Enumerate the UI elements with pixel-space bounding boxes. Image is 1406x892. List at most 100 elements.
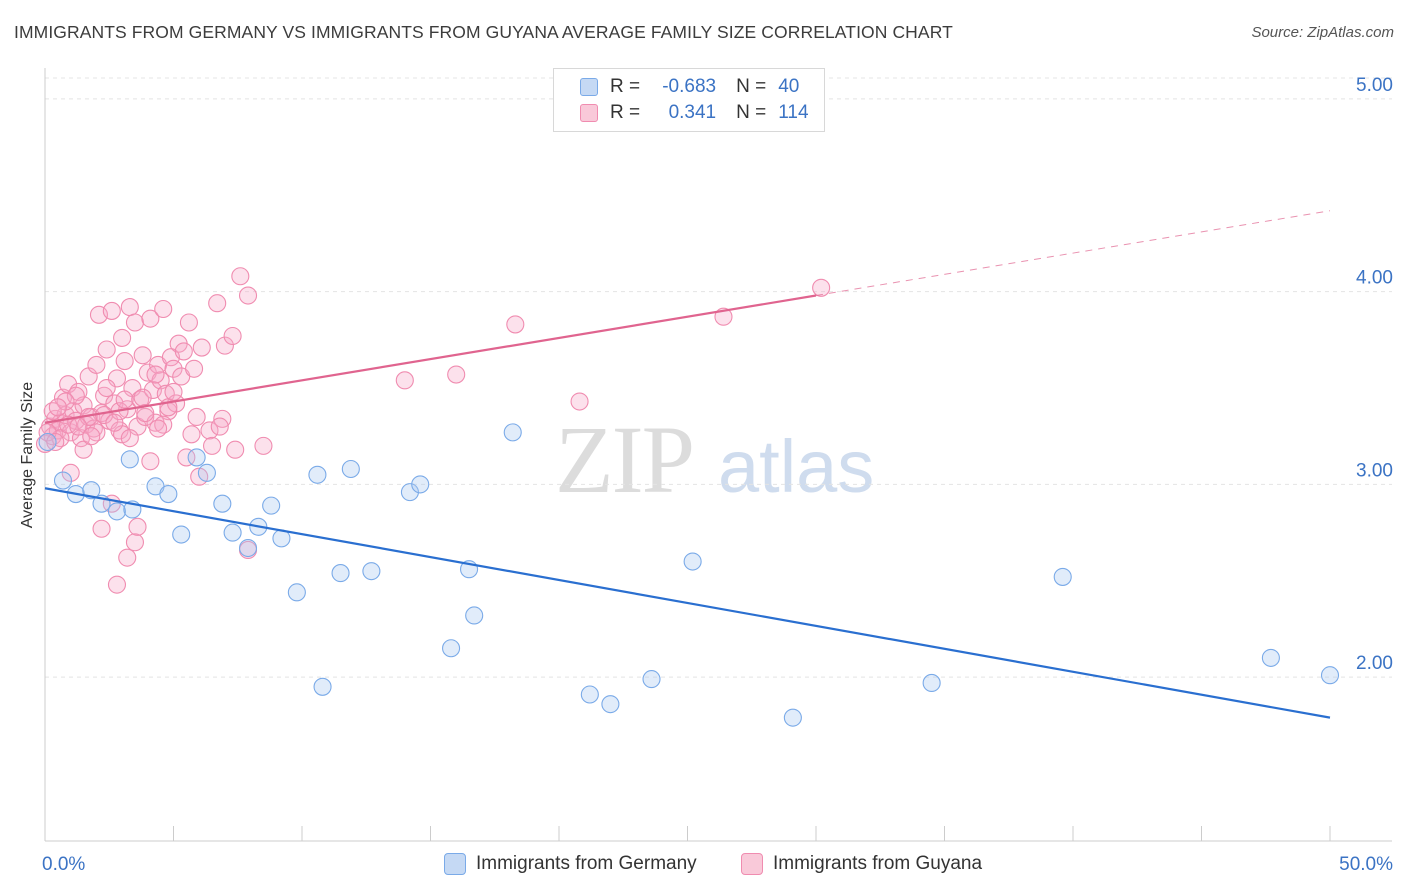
guyana-point: [185, 359, 204, 378]
germany-point: [783, 708, 802, 727]
legend-item-guyana[interactable]: Immigrants from Guyana: [741, 852, 982, 876]
germany-point: [1320, 666, 1340, 685]
guyana-trend-extension: [815, 210, 1331, 297]
guyana-point: [120, 298, 139, 317]
germany-point: [262, 496, 281, 515]
guyana-point: [92, 519, 111, 538]
germany-point: [580, 685, 599, 704]
legend-item-germany[interactable]: Immigrants from Germany: [444, 852, 697, 876]
legend-guyana-swatch: [741, 853, 763, 875]
guyana-point: [208, 294, 227, 313]
guyana-point: [136, 407, 155, 427]
guyana-point: [113, 328, 132, 347]
guyana-r-value: 0.341: [668, 102, 717, 123]
y-tick-label: 4.00: [1356, 268, 1393, 289]
guyana-point: [115, 352, 134, 371]
stats-box: R = -0.683 N = 40 R = 0.341 N = 114: [553, 68, 825, 132]
germany-swatch: [580, 78, 598, 96]
germany-n-value: 40: [778, 76, 800, 97]
guyana-point: [146, 365, 165, 384]
germany-r-value: -0.683: [662, 76, 717, 97]
guyana-point: [812, 278, 831, 297]
guyana-point: [125, 313, 144, 332]
chart-title: IMMIGRANTS FROM GERMANY VS IMMIGRANTS FR…: [14, 22, 953, 42]
guyana-point: [203, 436, 222, 455]
guyana-point: [133, 346, 152, 365]
germany-point: [601, 695, 620, 714]
germany-point: [400, 483, 419, 502]
germany-point: [503, 423, 522, 442]
guyana-swatch: [580, 104, 598, 122]
guyana-point: [570, 392, 589, 411]
germany-point: [82, 481, 101, 500]
y-axis-label: Average Family Size: [19, 381, 36, 529]
stats-row-guyana: R = 0.341 N = 114: [580, 100, 809, 126]
germany-r-label: R =: [610, 76, 641, 97]
guyana-point: [177, 448, 196, 467]
watermark: ZIP atlas: [555, 406, 874, 513]
guyana-point: [506, 315, 525, 334]
guyana-n-value: 114: [778, 102, 809, 123]
germany-point: [341, 459, 360, 479]
guyana-point: [102, 301, 121, 320]
guyana-point: [66, 386, 85, 405]
guyana-point: [97, 340, 116, 359]
guyana-point: [226, 440, 245, 459]
guyana-point: [141, 452, 160, 471]
germany-point: [683, 552, 702, 571]
guyana-point: [174, 342, 193, 361]
germany-point: [308, 465, 327, 484]
germany-point: [53, 471, 73, 490]
guyana-point: [97, 378, 116, 398]
guyana-n-label: N =: [736, 102, 767, 123]
germany-point: [172, 525, 191, 544]
germany-point: [362, 562, 381, 581]
x-tick-label-min: 0.0%: [42, 854, 85, 875]
guyana-point: [38, 423, 57, 442]
guyana-r-label: R =: [610, 102, 641, 123]
watermark-zip: ZIP: [555, 406, 693, 513]
germany-point: [331, 564, 350, 583]
guyana-point: [46, 432, 65, 452]
germany-point: [197, 463, 216, 482]
guyana-point: [210, 417, 229, 436]
guyana-point: [447, 365, 466, 384]
x-tick-label-max: 50.0%: [1339, 854, 1393, 875]
guyana-point: [151, 371, 170, 390]
germany-point: [120, 450, 139, 469]
guyana-point: [133, 388, 152, 407]
germany-point: [922, 673, 941, 692]
guyana-point: [105, 413, 124, 432]
germany-point: [213, 494, 232, 513]
series-guyana-points: [35, 267, 831, 594]
guyana-point: [61, 463, 80, 482]
legend-germany-label: Immigrants from Germany: [476, 853, 697, 874]
y-tick-labels: 2.00 3.00 4.00 5.00: [1356, 75, 1393, 674]
germany-point: [411, 475, 430, 494]
guyana-point: [254, 436, 273, 455]
guyana-trend-line: [44, 294, 817, 424]
germany-point: [38, 432, 57, 452]
guyana-point: [154, 299, 173, 319]
y-tick-label: 2.00: [1356, 653, 1393, 674]
guyana-point: [149, 419, 168, 438]
guyana-point: [187, 407, 206, 427]
source-label: Source: ZipAtlas.com: [1251, 24, 1394, 41]
germany-point: [642, 670, 661, 689]
guyana-point: [200, 421, 219, 440]
germany-point: [313, 677, 332, 696]
guyana-point: [118, 548, 137, 567]
stats-row-germany: R = -0.683 N = 40: [580, 74, 799, 100]
legend-germany-swatch: [444, 853, 466, 875]
germany-point: [107, 502, 127, 521]
series-germany-points: [38, 423, 1340, 727]
trend-lines: [44, 210, 1331, 719]
guyana-point: [128, 517, 147, 536]
y-tick-label: 5.00: [1356, 75, 1393, 96]
guyana-point: [82, 427, 101, 446]
guyana-point: [192, 338, 211, 357]
germany-point: [465, 606, 484, 625]
germany-trend-line: [44, 487, 1331, 719]
guyana-point: [215, 336, 234, 355]
guyana-point: [48, 398, 67, 417]
